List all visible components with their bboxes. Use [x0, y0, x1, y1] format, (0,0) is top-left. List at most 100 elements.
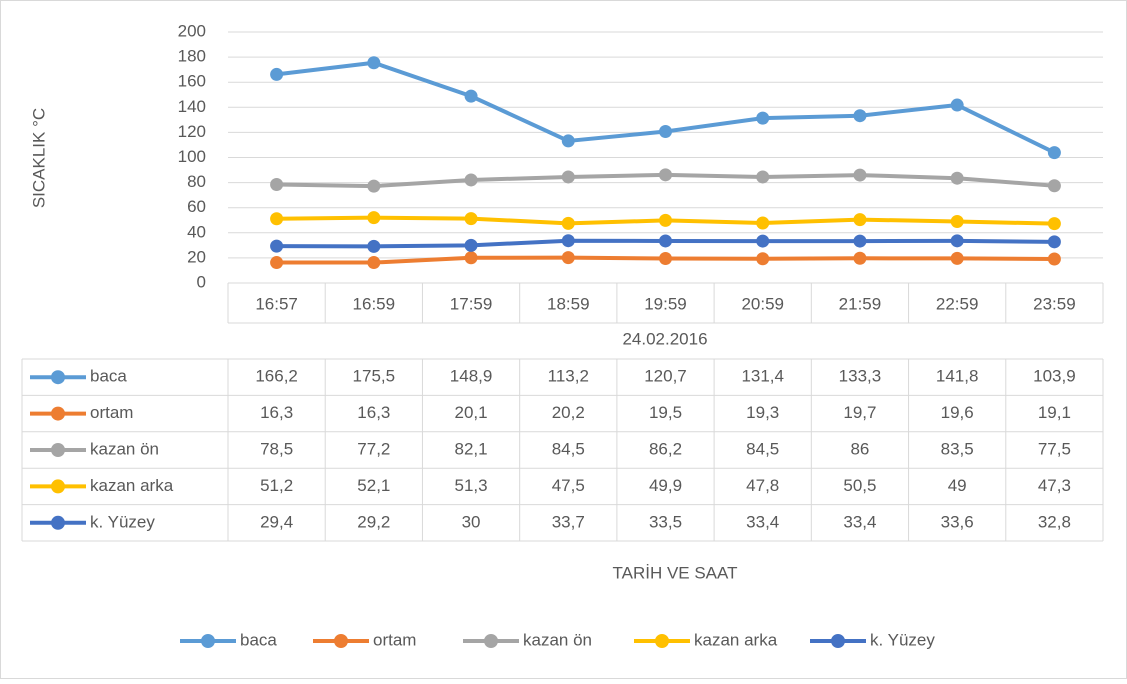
table-cell: 103,9	[1033, 367, 1076, 386]
data-point	[270, 239, 284, 253]
data-point	[853, 168, 867, 182]
legend-key-marker	[51, 370, 65, 385]
table-cell: 19,5	[649, 403, 682, 422]
table-cell: 20,2	[552, 403, 585, 422]
data-point	[561, 216, 575, 230]
y-tick-label: 100	[178, 147, 206, 166]
table-series-name: ortam	[90, 403, 133, 422]
table-cell: 16,3	[357, 403, 390, 422]
y-tick-label: 200	[178, 21, 206, 40]
table-cell: 120,7	[644, 367, 687, 386]
legend-label: ortam	[373, 630, 416, 649]
table-cell: 51,3	[455, 476, 488, 495]
data-point	[756, 170, 770, 184]
x-tick-label: 16:57	[255, 294, 298, 313]
y-tick-label: 60	[187, 197, 206, 216]
legend-key-marker	[655, 634, 669, 648]
legend-key-marker	[51, 443, 65, 457]
table-series-name: kazan arka	[90, 476, 174, 495]
data-point	[756, 216, 770, 230]
x-tick-label: 17:59	[450, 294, 493, 313]
data-point	[270, 177, 284, 191]
table-cell: 33,6	[941, 512, 974, 531]
data-point	[853, 234, 867, 248]
data-point	[1047, 252, 1061, 266]
data-point	[1047, 179, 1061, 193]
data-point	[659, 213, 672, 227]
data-point	[270, 212, 284, 226]
table-cell: 19,7	[843, 403, 876, 422]
table-series-name: baca	[90, 367, 127, 386]
data-point	[1047, 235, 1061, 249]
data-point	[950, 251, 964, 265]
y-tick-label: 80	[187, 172, 206, 191]
table-cell: 131,4	[741, 367, 784, 386]
table-cell: 82,1	[455, 439, 488, 458]
date-label: 24.02.2016	[622, 329, 707, 348]
data-point	[464, 173, 478, 187]
y-tick-label: 40	[187, 222, 206, 241]
data-point	[561, 234, 575, 248]
data-point	[367, 256, 381, 270]
data-point	[367, 179, 381, 193]
data-point	[270, 67, 284, 81]
legend-key-marker	[51, 479, 65, 494]
x-tick-label: 21:59	[839, 294, 882, 313]
table-cell: 30	[462, 512, 481, 531]
table-cell: 47,8	[746, 476, 779, 495]
table-series-name: k. Yüzey	[90, 512, 155, 531]
table-cell: 133,3	[839, 367, 882, 386]
legend-key-marker	[484, 634, 498, 648]
table-cell: 29,2	[357, 512, 390, 531]
table-cell: 19,6	[941, 403, 974, 422]
data-point	[853, 251, 867, 265]
data-point	[464, 212, 478, 226]
y-tick-label: 180	[178, 47, 206, 66]
legend-key-marker	[831, 634, 845, 648]
table-cell: 175,5	[353, 367, 396, 386]
table-cell: 33,7	[552, 512, 585, 531]
legend-label: kazan arka	[694, 630, 778, 649]
legend-label: k. Yüzey	[870, 630, 935, 649]
table-cell: 86,2	[649, 439, 682, 458]
legend-key-marker	[201, 634, 215, 648]
y-tick-label: 120	[178, 122, 206, 141]
y-tick-label: 140	[178, 97, 206, 116]
table-cell: 33,5	[649, 512, 682, 531]
data-point	[853, 109, 867, 123]
data-point	[950, 234, 964, 248]
table-cell: 32,8	[1038, 512, 1071, 531]
data-point	[756, 111, 770, 125]
data-point	[659, 125, 672, 139]
table-cell: 52,1	[357, 476, 390, 495]
x-tick-label: 22:59	[936, 294, 979, 313]
data-point	[1047, 217, 1061, 231]
table-cell: 77,2	[357, 439, 390, 458]
table-cell: 83,5	[941, 439, 974, 458]
data-point	[464, 89, 478, 103]
data-point	[950, 171, 964, 185]
table-cell: 16,3	[260, 403, 293, 422]
y-tick-label: 0	[197, 272, 206, 291]
data-point	[659, 234, 672, 248]
table-cell: 19,3	[746, 403, 779, 422]
table-cell: 77,5	[1038, 439, 1071, 458]
table-cell: 148,9	[450, 367, 493, 386]
table-cell: 47,5	[552, 476, 585, 495]
table-cell: 86	[850, 439, 869, 458]
data-point	[756, 252, 770, 266]
table-cell: 141,8	[936, 367, 979, 386]
x-tick-label: 16:59	[353, 294, 396, 313]
table-cell: 113,2	[548, 367, 589, 386]
legend-key-marker	[51, 406, 65, 421]
data-point	[561, 251, 575, 265]
x-axis-title: TARİH VE SAAT	[612, 563, 737, 582]
data-point	[367, 239, 381, 253]
table-cell: 47,3	[1038, 476, 1071, 495]
data-point	[950, 215, 964, 229]
table-cell: 78,5	[260, 439, 293, 458]
table-cell: 19,1	[1038, 403, 1071, 422]
legend-label: baca	[240, 630, 277, 649]
table-cell: 50,5	[843, 476, 876, 495]
